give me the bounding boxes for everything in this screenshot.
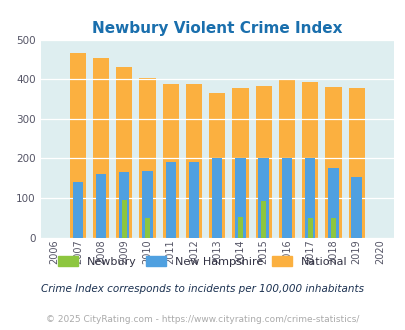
Bar bbox=[139, 78, 155, 238]
Bar bbox=[301, 82, 318, 238]
Text: © 2025 CityRating.com - https://www.cityrating.com/crime-statistics/: © 2025 CityRating.com - https://www.city… bbox=[46, 315, 359, 324]
Bar bbox=[307, 218, 312, 238]
Bar bbox=[188, 162, 199, 238]
Bar bbox=[260, 201, 266, 238]
Bar bbox=[142, 171, 152, 238]
Bar bbox=[119, 172, 129, 238]
Bar bbox=[185, 84, 202, 238]
Legend: Newbury, New Hampshire, National: Newbury, New Hampshire, National bbox=[55, 253, 350, 271]
Bar bbox=[304, 158, 315, 238]
Bar bbox=[162, 84, 179, 238]
Bar bbox=[122, 200, 126, 238]
Bar bbox=[165, 162, 175, 238]
Bar bbox=[255, 85, 271, 238]
Text: Crime Index corresponds to incidents per 100,000 inhabitants: Crime Index corresponds to incidents per… bbox=[41, 284, 364, 294]
Bar bbox=[93, 58, 109, 238]
Bar bbox=[278, 81, 294, 238]
Bar bbox=[351, 177, 361, 238]
Bar bbox=[232, 88, 248, 238]
Bar bbox=[96, 174, 106, 238]
Bar bbox=[347, 87, 364, 238]
Bar bbox=[72, 182, 83, 238]
Bar bbox=[327, 168, 338, 238]
Bar bbox=[145, 218, 150, 238]
Title: Newbury Violent Crime Index: Newbury Violent Crime Index bbox=[92, 21, 341, 36]
Bar bbox=[234, 158, 245, 238]
Bar bbox=[70, 53, 86, 238]
Bar bbox=[330, 218, 335, 238]
Bar bbox=[324, 87, 341, 238]
Bar bbox=[281, 158, 292, 238]
Bar bbox=[237, 217, 243, 238]
Bar bbox=[116, 67, 132, 238]
Bar bbox=[258, 158, 268, 238]
Bar bbox=[211, 158, 222, 238]
Bar bbox=[209, 93, 225, 238]
